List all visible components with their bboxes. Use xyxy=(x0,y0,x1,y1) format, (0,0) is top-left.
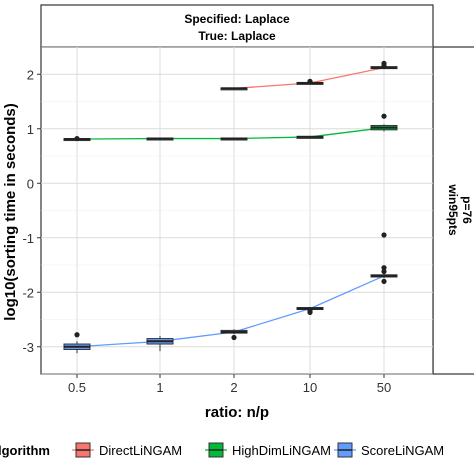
box-DirectLiNGAM-2 xyxy=(220,87,248,91)
box-ScoreLiNGAM-0.5 xyxy=(63,332,91,354)
box-HighDimLiNGAM-0.5 xyxy=(63,135,91,142)
outlier-point xyxy=(307,78,313,84)
legend-title: lgorithm xyxy=(0,443,50,458)
y-tick-label: 2 xyxy=(27,67,34,82)
box-ScoreLiNGAM-1 xyxy=(146,335,174,352)
outlier-point xyxy=(74,332,80,338)
y-axis-ticks: -3 -2 -1 0 1 2 xyxy=(22,67,41,355)
legend-label: DirectLiNGAM xyxy=(99,443,182,458)
x-axis-ticks: 0.5 1 2 10 50 xyxy=(68,374,391,395)
facet-label-top-line1: Specified: Laplace xyxy=(184,12,290,26)
outlier-point xyxy=(381,62,387,69)
legend-item-ScoreLiNGAM: ScoreLiNGAM xyxy=(334,442,444,458)
y-tick-label: 1 xyxy=(27,122,34,137)
outlier-point xyxy=(381,265,387,271)
outlier-point xyxy=(307,308,313,314)
outlier-point xyxy=(381,113,387,119)
x-tick-label: 0.5 xyxy=(68,380,86,395)
legend: lgorithm DirectLiNGAM HighDimLiNGAM ScoreL… xyxy=(0,442,444,458)
x-tick-label: 10 xyxy=(303,380,317,395)
facet-strip-top xyxy=(40,4,434,48)
outlier-point xyxy=(74,135,80,142)
box-ScoreLiNGAM-50 xyxy=(370,232,398,284)
facet-label-right-line2: p=76 xyxy=(460,196,474,224)
outlier-point xyxy=(381,268,387,275)
x-tick-label: 1 xyxy=(156,380,163,395)
grid-lines xyxy=(41,46,433,375)
y-tick-label: 0 xyxy=(27,176,34,191)
x-tick-label: 50 xyxy=(377,380,391,395)
outlier-point xyxy=(381,278,387,284)
box-ScoreLiNGAM-2 xyxy=(220,329,248,341)
box-DirectLiNGAM-50 xyxy=(370,60,398,70)
box-HighDimLiNGAM-10 xyxy=(296,135,324,139)
y-tick-label: -3 xyxy=(22,340,34,355)
y-tick-label: -2 xyxy=(22,285,34,300)
boxplots xyxy=(63,60,398,354)
outlier-point xyxy=(381,232,387,238)
box-DirectLiNGAM-10 xyxy=(296,78,324,85)
legend-label: ScoreLiNGAM xyxy=(361,443,444,458)
outlier-point xyxy=(231,334,237,341)
box-ScoreLiNGAM-10 xyxy=(296,306,324,316)
box-HighDimLiNGAM-2 xyxy=(220,137,248,141)
legend-label: HighDimLiNGAM xyxy=(232,443,331,458)
box-HighDimLiNGAM-1 xyxy=(146,137,174,141)
y-tick-label: -1 xyxy=(22,231,34,246)
facet-strip-right xyxy=(432,46,474,375)
y-axis-title: log10(sorting time in seconds) xyxy=(2,103,19,321)
legend-item-HighDimLiNGAM: HighDimLiNGAM xyxy=(205,442,331,458)
x-axis-title: ratio: n/p xyxy=(205,404,269,421)
legend-item-DirectLiNGAM: DirectLiNGAM xyxy=(72,442,182,458)
facet-label-top-line2: True: Laplace xyxy=(198,29,276,43)
facet-label-right-line1: win95pts xyxy=(446,183,460,236)
box-HighDimLiNGAM-50 xyxy=(370,113,398,132)
x-tick-label: 2 xyxy=(230,380,237,395)
